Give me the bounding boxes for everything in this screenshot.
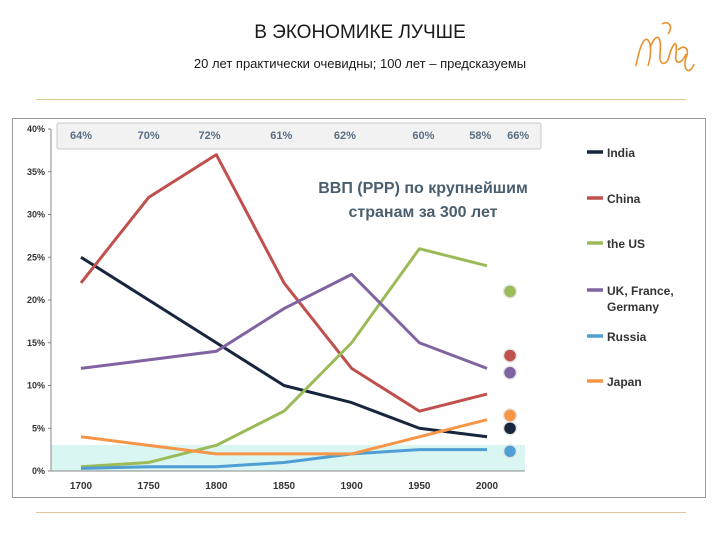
legend-label: China xyxy=(607,192,641,206)
plot-background xyxy=(51,129,525,471)
series-line-japan xyxy=(80,418,488,456)
chart-frame: 0% 5% 10% 15% 20% 25% 30% 35% 40% 1700 1750 1800 18… xyxy=(12,118,706,498)
y-tick-label: 30% xyxy=(27,210,45,220)
projection-dot xyxy=(502,284,518,299)
chart-title-line-1: ВВП (PPP) по крупнейшим xyxy=(318,180,528,197)
x-tick-label: 2000 xyxy=(476,481,499,492)
top-divider xyxy=(36,99,686,100)
series-line-russia xyxy=(80,448,487,470)
series-line-the-us xyxy=(80,247,488,469)
y-tick-label: 40% xyxy=(27,124,45,134)
legend-label: Germany xyxy=(607,300,659,314)
projection-dot xyxy=(502,444,518,459)
y-tick-label: 10% xyxy=(27,381,45,391)
bottom-divider xyxy=(36,512,686,513)
x-tick-label: 1900 xyxy=(341,481,364,492)
slide-title: В ЭКОНОМИКЕ ЛУЧШЕ xyxy=(254,22,466,43)
top-share-label: 58% xyxy=(469,130,491,142)
slide-subtitle: 20 лет практически очевидны; 100 лет – п… xyxy=(193,56,527,71)
y-tick-label: 0% xyxy=(32,466,45,476)
y-tick-label: 20% xyxy=(27,295,45,305)
y-tick-label: 25% xyxy=(27,252,45,262)
gdp-line-chart: 0% 5% 10% 15% 20% 25% 30% 35% 40% 1700 1750 1800 18… xyxy=(27,122,674,492)
y-tick-label: 5% xyxy=(32,423,45,433)
top-share-label: 64% xyxy=(70,130,92,142)
y-tick-label: 35% xyxy=(27,167,45,177)
projection-dot xyxy=(502,348,518,363)
x-tick-label: 1850 xyxy=(273,481,296,492)
top-share-label: 72% xyxy=(199,130,221,142)
top-share-label: 61% xyxy=(270,130,292,142)
series-line-uk-france-germany xyxy=(80,272,488,370)
x-tick-label: 1700 xyxy=(70,481,93,492)
x-tick-label: 1750 xyxy=(138,481,161,492)
y-tick-label: 15% xyxy=(27,338,45,348)
x-tick-label: 1950 xyxy=(408,481,431,492)
top-share-label: 60% xyxy=(412,130,434,142)
legend-label: the US xyxy=(607,237,645,251)
projection-dot xyxy=(502,421,518,436)
series-line-china xyxy=(79,153,488,413)
series-line-india xyxy=(80,255,488,439)
projection-dot xyxy=(502,365,518,380)
projection-dot xyxy=(502,408,518,423)
legend-label: UK, France, xyxy=(607,284,674,298)
legend-label: Japan xyxy=(607,375,642,389)
x-tick-label: 1800 xyxy=(205,481,228,492)
chart-title-line-2: странам за 300 лет xyxy=(349,204,498,221)
top-share-label: 62% xyxy=(334,130,356,142)
share-box xyxy=(56,122,542,150)
logo-signature-icon xyxy=(635,21,695,72)
top-share-label: 66% xyxy=(507,130,529,142)
top-share-label: 70% xyxy=(138,130,160,142)
legend-label: India xyxy=(607,146,635,160)
legend-label: Russia xyxy=(607,330,647,344)
